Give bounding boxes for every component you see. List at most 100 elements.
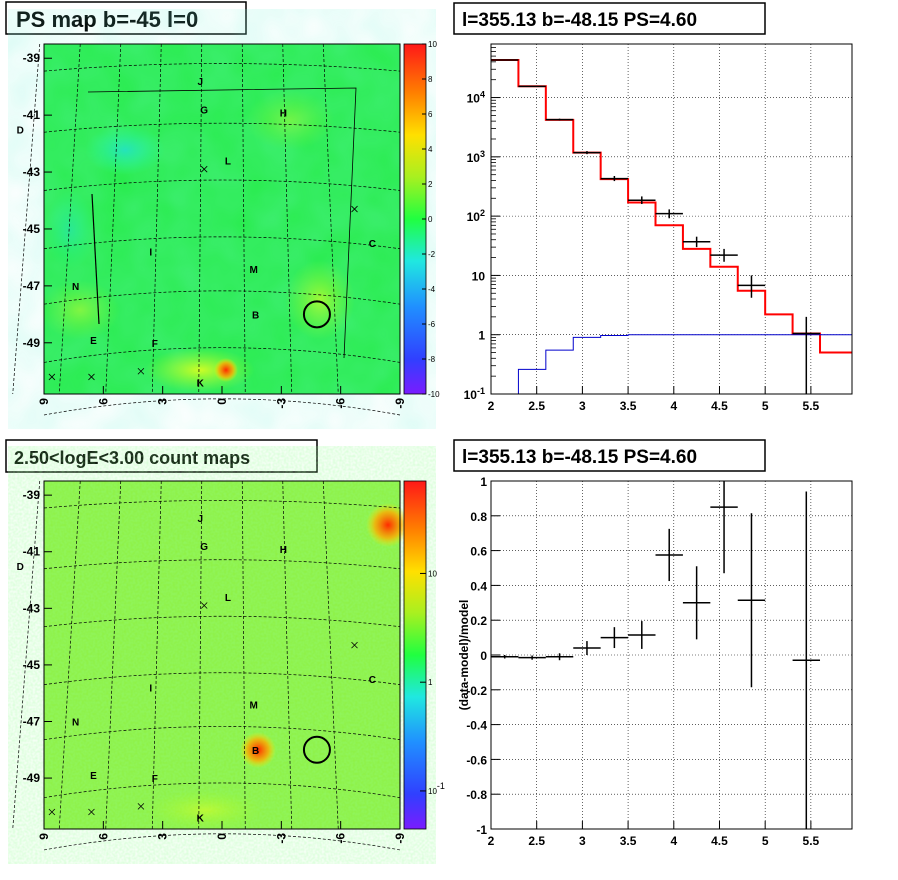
y-tick-label: -0.6 xyxy=(466,753,487,767)
spectrum-title: l=355.13 b=-48.15 PS=4.60 xyxy=(462,10,697,31)
residual-point xyxy=(491,655,519,659)
count-map-x-ticks: 9 6 3 0 -3 -6 -9 xyxy=(37,821,407,844)
residual-point xyxy=(573,641,601,655)
data-point xyxy=(600,176,629,182)
y-tick-label: 1 xyxy=(478,329,485,343)
colorbar-tick-label: -8 xyxy=(428,355,436,364)
ps-map-coordinate-grid xyxy=(12,43,401,416)
source-label-i: I xyxy=(149,684,152,695)
y-tick-label: 0.4 xyxy=(470,579,487,593)
spectrum-plot-area xyxy=(491,44,852,394)
data-point xyxy=(710,248,738,262)
spectrum-data-points xyxy=(491,59,821,394)
y-tick-label: -45 xyxy=(23,222,41,236)
y-tick-label: -41 xyxy=(23,545,41,559)
source-cross-marker xyxy=(88,373,95,381)
count-map-y-ticks: -39 -41 -43 -45 -47 -49 xyxy=(23,488,52,785)
ps-map-source-markers: ABCDEFGHIJKLMN xyxy=(17,77,412,390)
data-point xyxy=(491,59,519,61)
source-label-n: N xyxy=(72,717,79,728)
x-tick-label: 3.5 xyxy=(620,834,637,848)
residual-point xyxy=(518,655,546,660)
x-tick-label: 5.5 xyxy=(803,399,820,413)
map-meridian-line xyxy=(198,43,203,395)
source-label-m: M xyxy=(249,701,257,712)
y-tick-label: 104 xyxy=(467,90,485,106)
survey-boundary xyxy=(87,87,357,359)
source-label-c: C xyxy=(369,239,376,250)
y-tick-label: -43 xyxy=(23,601,41,615)
count-map-title-box xyxy=(5,439,318,473)
source-label-h: H xyxy=(280,108,287,119)
map-parallel-line xyxy=(43,179,401,191)
map-parallel-line xyxy=(43,782,401,799)
colorbar-tick-label: 8 xyxy=(428,75,433,84)
source-label-g: G xyxy=(200,105,208,116)
source-cross-marker xyxy=(351,641,358,649)
y-tick-label: -0.8 xyxy=(466,788,487,802)
colorbar-tick-label: -10 xyxy=(428,390,440,399)
map-meridian-line xyxy=(12,43,41,395)
count-map-title: 2.50<logE<3.00 count maps xyxy=(14,448,250,468)
source-cross-marker xyxy=(137,367,145,375)
colorbar-tick-label: -2 xyxy=(428,250,436,259)
source-cross-marker xyxy=(88,808,95,816)
source-label-i: I xyxy=(149,248,152,259)
y-tick-label: -39 xyxy=(23,488,41,502)
x-tick-label: -9 xyxy=(393,398,407,409)
source-label-f: F xyxy=(152,774,158,785)
x-tick-label: 9 xyxy=(37,398,51,405)
data-point xyxy=(655,209,683,219)
y-tick-label: -49 xyxy=(23,771,41,785)
map-meridian-line xyxy=(58,43,81,395)
x-tick-label: 9 xyxy=(37,833,51,840)
y-tick-label: -45 xyxy=(23,658,41,672)
source-label-b: B xyxy=(252,746,259,757)
ps-map-x-ticks: 9 6 3 0 -3 -6 -9 xyxy=(37,386,407,409)
data-point xyxy=(545,118,574,121)
residual-point xyxy=(682,566,711,640)
map-parallel-line xyxy=(43,236,401,250)
x-tick-label: -6 xyxy=(334,833,348,844)
map-parallel-line xyxy=(43,615,401,628)
residual-point xyxy=(737,513,766,688)
y-tick-label: 103 xyxy=(467,149,485,165)
map-parallel-line xyxy=(43,559,401,570)
y-tick-label: -49 xyxy=(23,336,41,350)
source-label-j: J xyxy=(197,77,203,88)
map-meridian-line xyxy=(322,43,339,395)
map-meridian-line xyxy=(241,480,246,830)
target-circle-marker xyxy=(302,735,331,764)
map-meridian-line xyxy=(241,43,246,395)
source-label-d: D xyxy=(17,562,24,573)
x-tick-label: 6 xyxy=(96,398,110,405)
spectrum-title-box xyxy=(453,2,766,35)
x-tick-label: -3 xyxy=(274,398,288,409)
residual-point xyxy=(655,528,683,582)
source-label-k: K xyxy=(197,814,205,825)
x-tick-label: -3 xyxy=(274,833,288,844)
y-tick-label: -47 xyxy=(23,279,41,293)
spectrum-x-ticks: 2 2.5 3 3.5 4 4.5 5 5.5 xyxy=(488,386,820,413)
colorbar-tick-label: 0 xyxy=(428,215,433,224)
residual-point xyxy=(545,653,574,661)
residual-point xyxy=(600,627,629,649)
colorbar-tick-label: -6 xyxy=(428,320,436,329)
colorbar-tick-label: 2 xyxy=(428,180,433,189)
x-tick-label: 3 xyxy=(579,399,586,413)
source-label-b: B xyxy=(252,310,259,321)
y-tick-label: 0.8 xyxy=(470,510,487,524)
count-map-coordinate-grid xyxy=(12,480,401,851)
data-point xyxy=(573,151,601,155)
source-label-d: D xyxy=(17,125,24,136)
x-tick-label: -6 xyxy=(334,398,348,409)
y-tick-label: 102 xyxy=(467,208,485,224)
map-parallel-line xyxy=(43,347,401,363)
residual-point xyxy=(628,621,656,649)
map-parallel-line xyxy=(43,290,401,305)
map-meridian-line xyxy=(198,480,203,830)
map-parallel-line xyxy=(43,122,401,133)
residual-title-box xyxy=(453,439,766,472)
map-parallel-line xyxy=(43,833,401,851)
